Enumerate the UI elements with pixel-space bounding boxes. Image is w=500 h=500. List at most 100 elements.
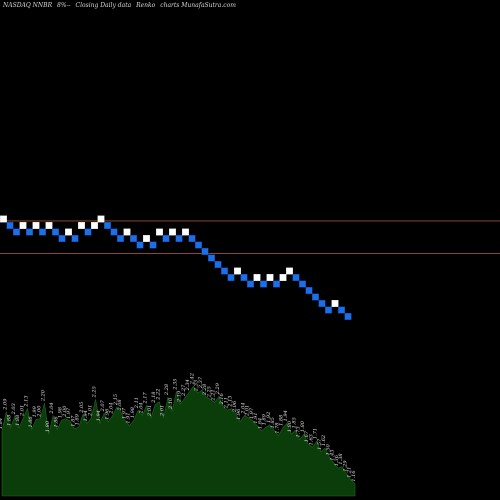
volume-label: 2.01 [19, 405, 25, 417]
volume-label: 1.89 [262, 413, 268, 425]
renko-brick-up [182, 228, 189, 236]
renko-brick-down [318, 300, 326, 307]
volume-label: 1.88 [15, 415, 21, 426]
volume-label: 2.29 [215, 382, 221, 395]
renko-brick-down [52, 228, 59, 236]
volume-label: 1.71 [313, 428, 319, 439]
volume-label: 1.63 [308, 434, 314, 445]
renko-brick-up [19, 222, 27, 229]
volume-label: 1.50 [326, 443, 332, 455]
renko-brick-down [188, 235, 196, 242]
volume-label: 1.96 [104, 408, 110, 420]
volume-label: 1.36 [334, 454, 340, 466]
renko-brick-down [221, 267, 228, 275]
volume-label: 2.07 [100, 399, 106, 412]
volume-label: 2.25 [92, 386, 98, 398]
volume-label: 1.16 [351, 470, 357, 482]
renko-brick-down [136, 241, 144, 249]
renko-brick-up [123, 228, 131, 236]
volume-label: 2.04 [240, 402, 246, 414]
volume-label: 2.04 [138, 402, 144, 414]
volume-label: 1.57 [317, 438, 323, 450]
renko-brick-down [214, 261, 222, 268]
volume-label: 2.11 [134, 397, 140, 409]
volume-label: 2.37 [198, 376, 204, 389]
volume-label: 2.11 [223, 397, 229, 409]
renko-brick-down [344, 313, 352, 320]
volume-label: 1.86 [53, 416, 59, 428]
renko-brick-down [175, 235, 183, 242]
volume-label: 2.21 [211, 389, 217, 401]
volume-label: 1.85 [291, 417, 297, 428]
volume-label: 2.28 [164, 384, 170, 396]
renko-brick-up [0, 215, 7, 223]
volume-label: 2.27 [181, 384, 187, 397]
volume-label: 2.15 [113, 394, 119, 406]
chart-change: 8%-- [57, 2, 71, 9]
volume-label: 1.94 [283, 410, 289, 421]
renko-brick-down [201, 248, 209, 255]
volume-label: 2.16 [219, 392, 225, 405]
volume-label: 1.89 [75, 413, 81, 425]
renko-brick-up [143, 235, 150, 242]
volume-label: 1.80 [300, 420, 306, 432]
volume-label: 2.04 [49, 402, 55, 414]
volume-label: 1.99 [32, 405, 38, 417]
renko-brick-up [78, 222, 85, 229]
renko-brick-up [266, 274, 274, 281]
volume-label: 1.86 [28, 416, 34, 428]
volume-label: 2.08 [117, 399, 123, 411]
renko-brick-down [130, 235, 137, 242]
renko-brick-up [253, 274, 261, 281]
renko-brick-up [331, 300, 339, 307]
renko-brick-down [240, 274, 248, 281]
renko-brick-up [286, 267, 293, 275]
volume-label: 2.28 [202, 384, 208, 396]
renko-brick-down [58, 235, 66, 242]
renko-brick-down [162, 235, 170, 242]
renko-brick-up [32, 222, 40, 229]
chart-title: NASDAQ NNBR 8%-- Closing Daily data Renk… [3, 2, 239, 9]
renko-brick-up [91, 222, 98, 229]
volume-label: 1.88 [279, 415, 285, 426]
renko-brick-down [299, 280, 306, 288]
volume-label: 1.91 [126, 412, 132, 423]
renko-brick-down [6, 222, 14, 229]
renko-brick-up [169, 228, 176, 236]
volume-label: 2.04 [109, 402, 115, 414]
chart-symbol: NASDAQ NNBR [3, 2, 53, 9]
volume-label: 2.00 [36, 405, 42, 418]
renko-brick-up [45, 222, 53, 229]
volume-label: 2.09 [2, 398, 8, 411]
volume-label: 2.35 [172, 378, 178, 390]
renko-brick-down [247, 280, 254, 288]
volume-label: 1.91 [253, 412, 259, 423]
volume-label: 1.84 [257, 418, 263, 429]
volume-label: 1.80 [45, 420, 51, 432]
volume-label: 1.88 [7, 415, 13, 426]
renko-brick-up [234, 267, 241, 275]
renko-brick-down [104, 222, 111, 229]
chart-caption: Closing Daily data [75, 2, 132, 9]
volume-label: 2.05 [79, 402, 85, 414]
volume-label: 1.92 [266, 412, 272, 423]
volume-label: 1.87 [70, 415, 76, 427]
volume-label: 2.13 [228, 395, 234, 407]
chart-site: charts MunafaSutra.com [160, 2, 236, 9]
renko-brick-down [39, 228, 46, 236]
volume-label: 2.18 [151, 392, 157, 404]
volume-label: 1.67 [304, 430, 310, 442]
volume-label: 2.19 [177, 390, 183, 403]
volume-label: 2.17 [143, 392, 149, 405]
volume-label: 2.03 [11, 403, 17, 415]
volume-label: 1.78 [274, 423, 280, 434]
renko-brick-down [227, 274, 235, 281]
renko-brick-down [110, 228, 118, 236]
volume-label: 2.42 [189, 373, 195, 385]
volume-label: 2.01 [147, 405, 153, 417]
renko-brick-down [260, 280, 267, 288]
volume-label: 2.06 [232, 400, 238, 413]
renko-brick-down [117, 235, 124, 242]
